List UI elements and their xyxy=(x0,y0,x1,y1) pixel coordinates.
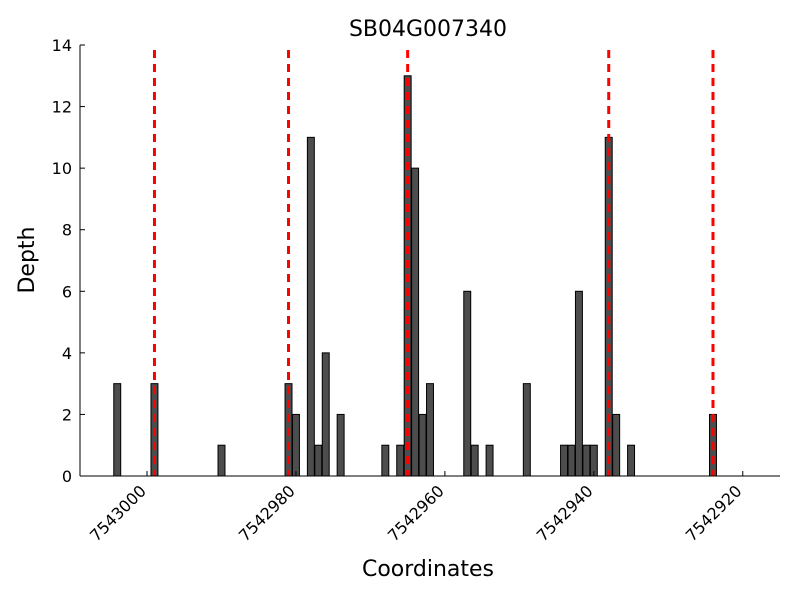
y-axis-title: Depth xyxy=(15,226,40,293)
x-tick-label-1: 7542980 xyxy=(235,481,299,545)
bars-layer xyxy=(113,75,717,477)
bar-18 xyxy=(522,383,531,477)
y-tick-label-2: 4 xyxy=(62,344,72,363)
x-tick-label-4: 7542920 xyxy=(682,481,746,545)
x-tick-label-0: 7543000 xyxy=(86,481,150,545)
bar-0 xyxy=(113,383,122,477)
bar-6 xyxy=(314,444,323,477)
bar-10 xyxy=(396,444,405,477)
bar-17 xyxy=(485,444,494,477)
bar-25 xyxy=(612,413,621,477)
y-ticks: 0 2 4 6 8 10 12 14 xyxy=(52,36,85,486)
bar-20 xyxy=(567,444,576,477)
bar-15 xyxy=(463,290,472,477)
y-tick-label-7: 14 xyxy=(52,36,72,55)
bar-2 xyxy=(217,444,226,477)
x-tick-label-2: 7542960 xyxy=(384,481,448,545)
bar-12 xyxy=(411,167,420,477)
y-tick-label-1: 2 xyxy=(62,405,72,424)
bar-26 xyxy=(627,444,636,477)
bar-8 xyxy=(336,413,345,477)
y-tick-label-5: 10 xyxy=(52,159,72,178)
y-tick-label-6: 12 xyxy=(52,98,72,117)
bar-19 xyxy=(560,444,569,477)
bar-14 xyxy=(426,383,434,477)
y-tick-label-3: 6 xyxy=(62,282,72,301)
marker-lines-layer xyxy=(152,50,715,476)
bar-4 xyxy=(291,413,300,477)
bar-21 xyxy=(574,290,583,477)
y-tick-label-4: 8 xyxy=(62,221,72,240)
bar-7 xyxy=(321,352,330,477)
x-axis-title: Coordinates xyxy=(362,557,494,582)
bar-5 xyxy=(306,136,315,477)
y-tick-label-0: 0 xyxy=(62,467,72,486)
axes-layer xyxy=(79,45,780,477)
bar-13 xyxy=(418,413,427,477)
bar-16 xyxy=(470,444,479,477)
x-ticks: 7543000 7542980 7542960 7542940 7542920 xyxy=(86,471,746,545)
x-tick-label-3: 7542940 xyxy=(533,481,597,545)
bar-22 xyxy=(582,444,591,477)
chart-title: SB04G007340 xyxy=(349,17,507,42)
bar-9 xyxy=(381,444,390,477)
